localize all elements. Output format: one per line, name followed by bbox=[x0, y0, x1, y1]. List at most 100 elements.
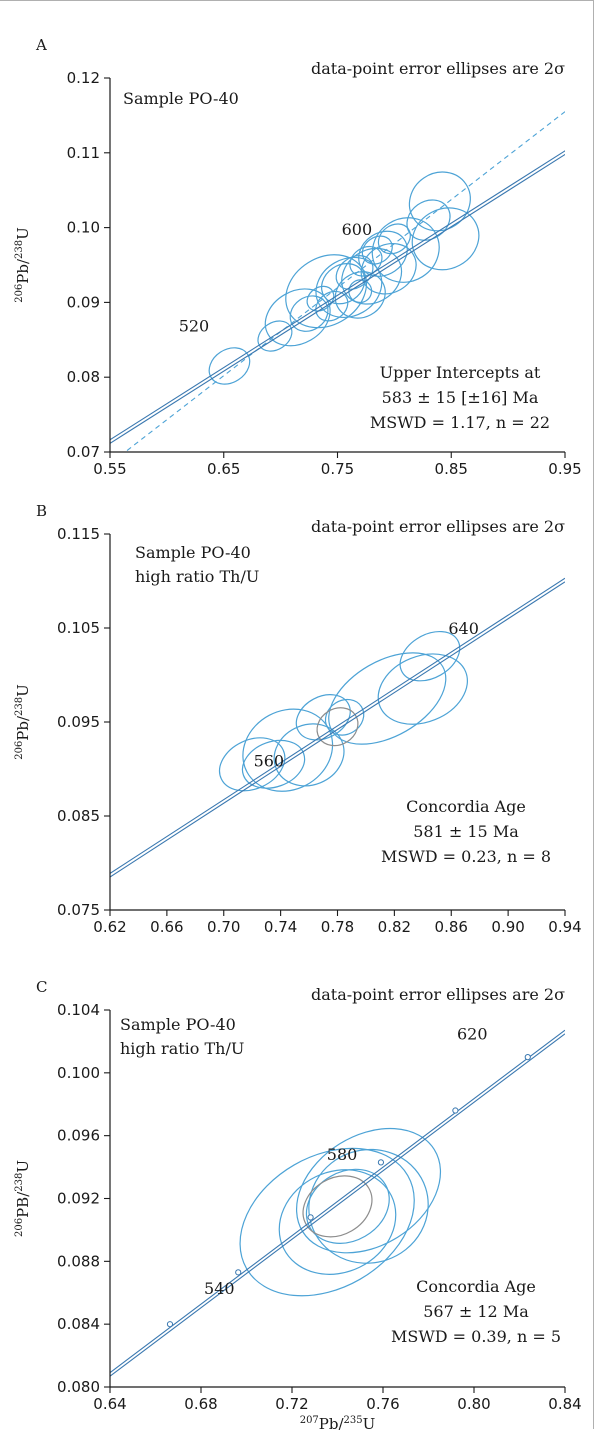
y-tick-label: 0.092 bbox=[57, 1190, 100, 1208]
age-label: 640 bbox=[448, 619, 479, 638]
x-tick-label: 0.72 bbox=[275, 1395, 308, 1413]
y-axis-label-part: Pb/ bbox=[14, 715, 32, 741]
result-text: 567 ± 12 Ma bbox=[423, 1302, 529, 1321]
age-marker bbox=[235, 1269, 242, 1276]
panel-label: C bbox=[36, 978, 47, 996]
x-tick-label: 0.68 bbox=[184, 1395, 217, 1413]
age-marker bbox=[377, 1159, 385, 1166]
plot-area bbox=[110, 577, 565, 878]
age-marker bbox=[166, 1321, 174, 1328]
y-axis-label: 206PB/238U bbox=[14, 1160, 32, 1237]
discordia-line bbox=[126, 111, 565, 451]
y-tick-label: 0.09 bbox=[67, 293, 100, 311]
y-axis-label-part: U bbox=[14, 684, 32, 697]
sample-label: Sample PO-40 bbox=[123, 89, 239, 108]
error-ellipse bbox=[321, 263, 366, 305]
ellipse-note: data-point error ellipses are 2σ bbox=[311, 517, 565, 536]
concordia-curve bbox=[110, 1033, 565, 1377]
panel-label: A bbox=[35, 36, 47, 54]
x-tick-label: 0.75 bbox=[321, 460, 354, 478]
x-axis-label-part: 207 bbox=[300, 1415, 319, 1426]
result-text: MSWD = 0.39, n = 5 bbox=[391, 1327, 561, 1346]
age-marker bbox=[307, 1214, 314, 1221]
y-axis-label-part: 238 bbox=[14, 697, 25, 716]
concordia-curve bbox=[110, 581, 565, 878]
error-ellipse bbox=[341, 247, 403, 305]
x-tick-label: 0.78 bbox=[321, 918, 354, 936]
x-tick-label: 0.90 bbox=[491, 918, 524, 936]
x-tick-label: 0.70 bbox=[207, 918, 240, 936]
x-tick-label: 0.66 bbox=[150, 918, 183, 936]
y-axis-label-part: 206 bbox=[14, 741, 25, 760]
x-tick-label: 0.85 bbox=[435, 460, 468, 478]
x-axis-label-part: Pb/ bbox=[319, 1415, 345, 1430]
panel-label: B bbox=[36, 502, 47, 520]
y-tick-label: 0.095 bbox=[57, 713, 100, 731]
x-tick-label: 0.64 bbox=[93, 1395, 126, 1413]
concordia-curve bbox=[110, 1029, 565, 1374]
x-tick-label: 0.76 bbox=[366, 1395, 399, 1413]
concordia-curve bbox=[110, 150, 565, 441]
y-tick-label: 0.11 bbox=[67, 144, 100, 162]
x-tick-label: 0.62 bbox=[93, 918, 126, 936]
y-tick-label: 0.084 bbox=[57, 1315, 100, 1333]
x-tick-label: 0.95 bbox=[548, 460, 581, 478]
result-text: Upper Intercepts at bbox=[380, 363, 541, 382]
age-label: 580 bbox=[327, 1145, 358, 1164]
error-ellipse bbox=[408, 171, 471, 232]
error-ellipse bbox=[241, 739, 306, 789]
y-axis-label: 206Pb/238U bbox=[14, 227, 32, 303]
y-axis-label-part: U bbox=[14, 227, 32, 240]
concordia-curve bbox=[110, 153, 565, 445]
sample-label: Sample PO-40 bbox=[135, 543, 251, 562]
error-ellipse bbox=[264, 288, 331, 347]
x-tick-label: 0.94 bbox=[548, 918, 581, 936]
error-ellipse bbox=[360, 243, 417, 295]
y-axis-label-part: 238 bbox=[14, 1173, 25, 1192]
x-tick-label: 0.65 bbox=[207, 460, 240, 478]
y-tick-label: 0.080 bbox=[57, 1378, 100, 1396]
error-ellipse bbox=[334, 271, 386, 319]
plot-area bbox=[110, 1029, 565, 1377]
error-ellipse bbox=[411, 207, 480, 271]
age-label: 520 bbox=[179, 317, 210, 336]
error-ellipse bbox=[399, 630, 461, 682]
x-tick-label: 0.74 bbox=[264, 918, 297, 936]
error-ellipse bbox=[371, 217, 440, 283]
error-ellipse bbox=[306, 285, 335, 312]
result-text: MSWD = 1.17, n = 22 bbox=[370, 413, 550, 432]
error-ellipse bbox=[239, 1147, 415, 1297]
age-label: 620 bbox=[457, 1024, 488, 1043]
error-ellipse bbox=[278, 1169, 397, 1275]
y-axis-label-part: 206 bbox=[14, 1218, 25, 1237]
x-tick-label: 0.82 bbox=[378, 918, 411, 936]
result-text: Concordia Age bbox=[416, 1277, 536, 1296]
error-ellipse bbox=[377, 653, 468, 725]
x-tick-label: 0.86 bbox=[435, 918, 468, 936]
y-axis-label-part: 238 bbox=[14, 240, 25, 259]
y-tick-label: 0.075 bbox=[57, 901, 100, 919]
y-tick-label: 0.115 bbox=[57, 525, 100, 543]
x-axis-label: 207Pb/235U bbox=[300, 1415, 376, 1430]
result-text: Concordia Age bbox=[406, 797, 526, 816]
error-ellipse bbox=[273, 723, 345, 787]
ellipse-note: data-point error ellipses are 2σ bbox=[311, 59, 565, 78]
age-label: 560 bbox=[254, 751, 285, 770]
result-text: MSWD = 0.23, n = 8 bbox=[381, 847, 551, 866]
error-ellipse bbox=[308, 1148, 429, 1264]
mean-ellipse bbox=[316, 707, 359, 747]
y-tick-label: 0.096 bbox=[57, 1127, 100, 1145]
age-marker bbox=[452, 1107, 459, 1114]
error-ellipse bbox=[295, 1127, 442, 1254]
y-tick-label: 0.07 bbox=[67, 443, 100, 461]
y-axis-label-part: PB/ bbox=[14, 1191, 32, 1218]
error-ellipse bbox=[257, 320, 293, 352]
concordia-curve bbox=[110, 577, 565, 874]
y-tick-label: 0.10 bbox=[67, 219, 100, 237]
error-ellipse bbox=[305, 1168, 390, 1244]
y-axis-label-part: 206 bbox=[14, 284, 25, 303]
ellipse-note: data-point error ellipses are 2σ bbox=[311, 985, 565, 1004]
